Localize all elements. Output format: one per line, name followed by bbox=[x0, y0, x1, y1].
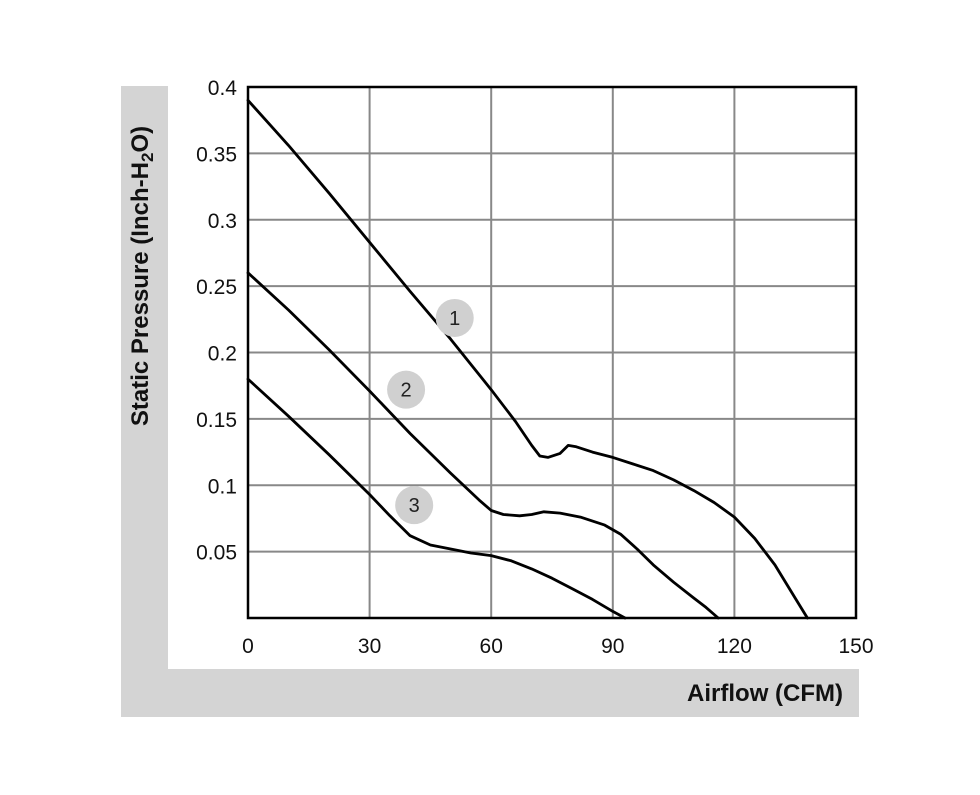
x-tick-label: 150 bbox=[838, 635, 873, 658]
series-badge-1 bbox=[435, 298, 474, 337]
y-tick-label: 0.2 bbox=[208, 343, 237, 366]
axis-frame-left bbox=[121, 86, 168, 717]
y-tick-label: 0.1 bbox=[208, 475, 237, 498]
x-tick-label: 60 bbox=[480, 635, 503, 658]
x-tick-label: 30 bbox=[358, 635, 381, 658]
x-axis-label: Airflow (CFM) bbox=[687, 680, 843, 707]
axis-frame-bottom bbox=[121, 669, 859, 717]
plot-border bbox=[246, 85, 858, 620]
y-tick-label: 0.3 bbox=[208, 210, 237, 233]
y-tick-label: 0.05 bbox=[196, 542, 237, 565]
series-label-3: 3 bbox=[409, 495, 420, 517]
series-label-2: 2 bbox=[401, 380, 412, 402]
y-tick-label: 0.15 bbox=[196, 409, 237, 432]
series-badge-3 bbox=[395, 486, 434, 525]
series-line-3 bbox=[246, 377, 627, 620]
series-badge-2 bbox=[387, 370, 426, 409]
y-tick-label: 0.4 bbox=[208, 77, 238, 100]
y-tick-label: 0.35 bbox=[196, 143, 237, 166]
y-tick-label: 0.25 bbox=[196, 276, 237, 299]
series-line-1 bbox=[246, 98, 809, 620]
series-label-1: 1 bbox=[449, 308, 460, 330]
x-tick-label: 0 bbox=[242, 635, 254, 658]
series-line-2 bbox=[246, 271, 720, 620]
x-tick-label: 90 bbox=[601, 635, 624, 658]
x-tick-label: 120 bbox=[717, 635, 752, 658]
